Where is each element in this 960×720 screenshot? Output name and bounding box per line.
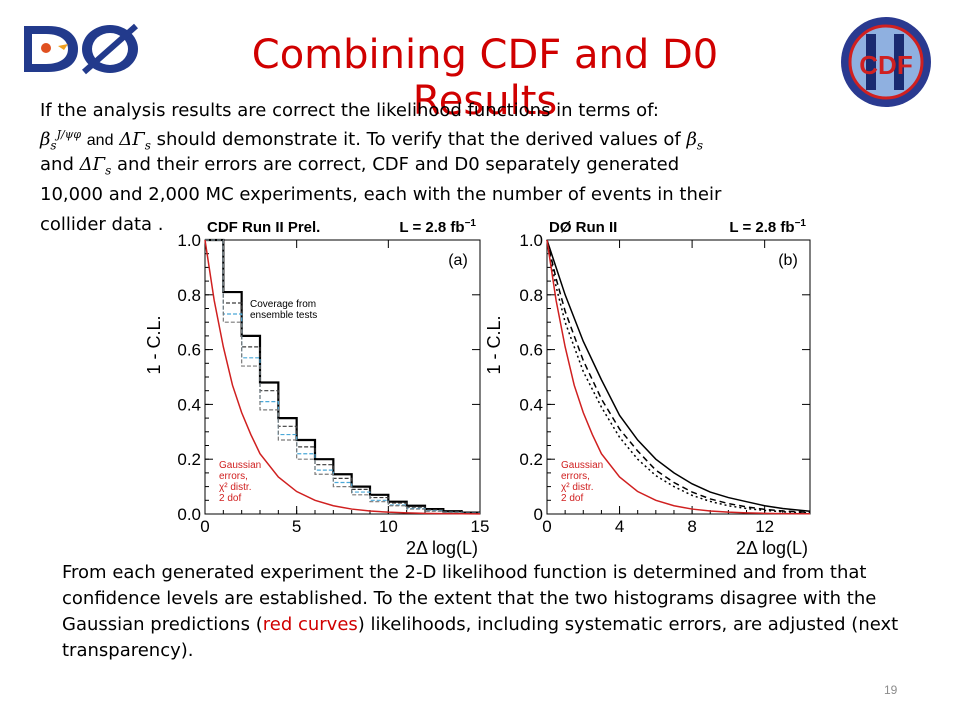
- panel-b-ylabel: 1 - C.L.: [484, 315, 504, 374]
- panel-a-series-0: [205, 238, 480, 514]
- conclusion-red-curves: red curves: [262, 614, 358, 635]
- panel-b-ytick-label: 0.8: [519, 286, 543, 305]
- panel-a-ytick-label: 1.0: [177, 231, 201, 250]
- panel-b-header-left: DØ Run II: [549, 219, 617, 236]
- panel-b-ytick-label: 0: [534, 505, 543, 524]
- panel-b-xtick-label: 0: [542, 517, 551, 536]
- intro-line-3-text: and their errors are correct, CDF and D0…: [117, 154, 680, 175]
- intro-line-4: 10,000 and 2,000 MC experiments, each wi…: [40, 184, 722, 205]
- page-number: 19: [884, 683, 898, 697]
- panel-b-annotation: Gaussian: [561, 460, 603, 471]
- panel-b-series-0: [546, 239, 811, 513]
- panel-a-series-3: [205, 239, 480, 515]
- beta-superscript: J/ψφ: [56, 128, 82, 141]
- intro-line-3-and: and: [40, 154, 74, 175]
- panel-b-xtick-label: 4: [615, 517, 624, 536]
- intro-line-2: βsJ/ψφ and ΔΓs should demonstrate it. To…: [40, 120, 703, 161]
- intro-line-2-text: should demonstrate it. To verify that th…: [156, 129, 681, 150]
- conclusion-text-before: From each generated experiment the 2-D l…: [62, 562, 877, 635]
- panel-a-xtick-label: 15: [471, 517, 490, 536]
- panel-a-xlabel: 2Δ log(L): [406, 538, 478, 558]
- panel-b-annotation: 2 dof: [561, 493, 583, 504]
- panel-a-xtick-label: 5: [292, 517, 301, 536]
- panel-b-series-3: [546, 239, 811, 515]
- panel-a-frame: [204, 239, 481, 515]
- panel-a-series-1: [205, 239, 480, 514]
- panel-b-ytick-label: 0.6: [519, 341, 543, 360]
- panel-a-series-4: [204, 239, 481, 515]
- panel-b-xtick-label: 8: [687, 517, 696, 536]
- panel-a-ytick-label: 0.8: [177, 286, 201, 305]
- delta-gamma-symbol-2: ΔΓ: [79, 154, 106, 175]
- panel-b-xtick-label: 12: [755, 517, 774, 536]
- panel-a-annotation: Coverage from: [250, 299, 316, 310]
- panel-a-ytick-label: 0.0: [177, 505, 201, 524]
- panel-b-tag: (b): [778, 252, 798, 269]
- delta-gamma-subscript: s: [144, 138, 151, 153]
- panel-a-header-right-sup: −1: [465, 218, 477, 229]
- panel-a-annotation: χ² distr.: [219, 482, 251, 493]
- panel-a-annotation: 2 dof: [219, 493, 241, 504]
- intro-line-1: If the analysis results are correct the …: [40, 100, 659, 121]
- panel-a-annotation: Gaussian: [219, 460, 261, 471]
- slide-title: Combining CDF and D0 Results: [251, 32, 719, 124]
- conclusion-text-after: ) likelihoods, including systematic erro…: [62, 614, 899, 661]
- panel-a-annotation: errors,: [219, 471, 248, 482]
- cdf-logo: CDF: [841, 17, 931, 107]
- panel-a-annotation: ensemble tests: [250, 310, 317, 321]
- intro-line-3: and ΔΓs and their errors are correct, CD…: [40, 150, 679, 186]
- panel-a-ytick-label: 0.6: [177, 341, 201, 360]
- panel-b-ytick-label: 0.4: [519, 395, 543, 414]
- d0-logo: DØ: [18, 18, 146, 80]
- panel-a-ylabel: 1 - C.L.: [144, 315, 164, 374]
- panel-b-series-2: [546, 239, 811, 514]
- delta-gamma-symbol: ΔΓ: [119, 129, 145, 150]
- panel-b-ytick-label: 1.0: [519, 231, 543, 250]
- svg-text:CDF: CDF: [859, 50, 912, 80]
- panel-b-ytick-label: 0.2: [519, 450, 543, 469]
- panel-a-xtick-label: 0: [200, 517, 209, 536]
- and-word: and: [86, 132, 114, 149]
- panel-b-annotation: χ² distr.: [561, 482, 593, 493]
- intro-line-5: collider data .: [40, 214, 164, 235]
- delta-gamma-subscript-2: s: [105, 163, 112, 178]
- panel-a-ytick-label: 0.2: [177, 450, 201, 469]
- beta-symbol-2: β: [686, 129, 697, 150]
- panel-b-header-right: L = 2.8 fb−1: [729, 218, 806, 236]
- panel-a-header-left: CDF Run II Prel.: [207, 219, 320, 236]
- beta-symbol: β: [40, 129, 51, 150]
- panel-b-xlabel: 2Δ log(L): [736, 538, 808, 558]
- beta-subscript: s: [50, 138, 57, 153]
- panel-a-tag: (a): [448, 252, 468, 269]
- panel-b-annotation: errors,: [561, 471, 590, 482]
- conclusion-paragraph: From each generated experiment the 2-D l…: [62, 560, 922, 664]
- beta-subscript-2: s: [696, 138, 704, 153]
- panel-a-header-right: L = 2.8 fb−1: [399, 218, 476, 236]
- panel-b-header-right-sup: −1: [795, 218, 807, 229]
- panel-a-ytick-label: 0.4: [177, 395, 201, 414]
- panel-a-xtick-label: 10: [379, 517, 398, 536]
